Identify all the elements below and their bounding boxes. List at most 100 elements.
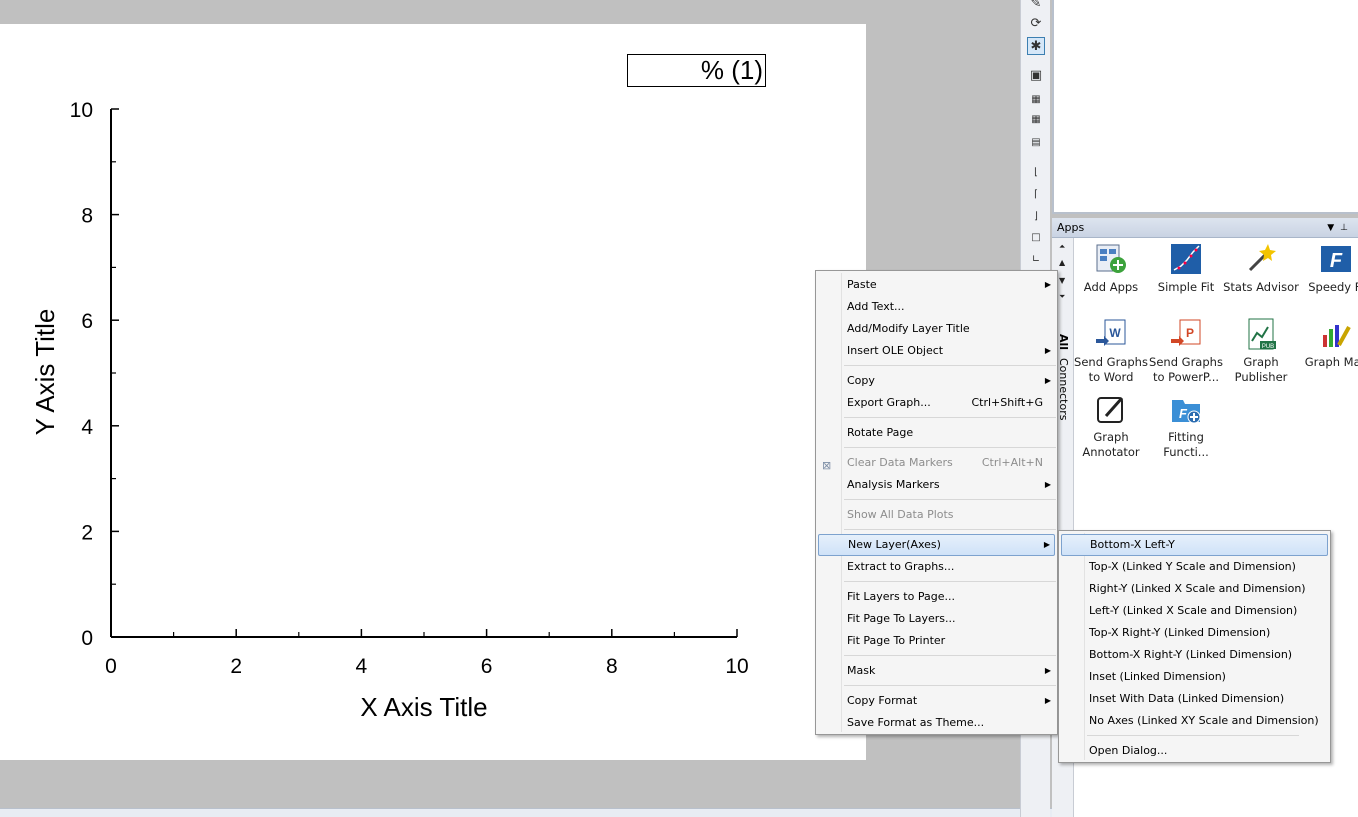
app-label: Send Graphs: [1149, 355, 1223, 369]
y-tick-label: 0: [81, 627, 93, 650]
tab-connectors[interactable]: Connectors: [1057, 357, 1070, 421]
menu-item-new-layer-axes[interactable]: New Layer(Axes) ▶: [818, 534, 1055, 556]
menu-item-save-format-as-theme[interactable]: Save Format as Theme...: [847, 716, 985, 729]
menu-item-add-text[interactable]: Add Text...: [847, 300, 905, 313]
graph-annotator-icon: [1094, 392, 1128, 426]
runner-icon[interactable]: ✱: [1027, 37, 1045, 55]
menu-item-fit-page-to-layers[interactable]: Fit Page To Layers...: [847, 612, 956, 625]
frame-top-icon[interactable]: ⌈: [1034, 188, 1038, 200]
new-layer-submenu: Bottom-X Left-Y Top-X (Linked Y Scale an…: [1058, 530, 1331, 763]
extract-icon[interactable]: ▤: [1031, 136, 1041, 148]
submenu-item-top-x[interactable]: Top-X (Linked Y Scale and Dimension): [1089, 560, 1296, 573]
submenu-item-inset[interactable]: Inset (Linked Dimension): [1089, 670, 1226, 683]
scroll-bottom-icon[interactable]: ⏷: [1059, 292, 1066, 301]
status-bar: [0, 808, 1358, 817]
word-icon: W: [1094, 317, 1128, 351]
menu-item-mask[interactable]: Mask ▶: [818, 660, 1055, 682]
graph-maker-icon: [1319, 317, 1353, 351]
menu-separator: [844, 365, 1056, 366]
submenu-item-bottom-x-left-y[interactable]: Bottom-X Left-Y: [1061, 534, 1328, 556]
scroll-up-icon[interactable]: ▲: [1059, 258, 1066, 267]
y-axis-title[interactable]: Y Axis Title: [30, 309, 60, 436]
menu-item-paste[interactable]: Paste ▶: [818, 274, 1055, 296]
app-label: Send Graphs: [1074, 355, 1148, 369]
frame-left-icon[interactable]: ⌊: [1034, 166, 1038, 178]
app-speedy-fit[interactable]: F Speedy Fi: [1298, 242, 1358, 295]
frame-right-icon[interactable]: ⌋: [1034, 210, 1038, 222]
merge-icon[interactable]: ▦: [1031, 93, 1041, 105]
y-tick-label: 4: [81, 416, 93, 439]
menu-separator: [844, 655, 1056, 656]
axes-group: 0 2 4 6 8 10 0 2 4 6 8 10: [70, 99, 749, 678]
x-tick-label: 0: [105, 655, 117, 678]
svg-text:F: F: [1330, 250, 1343, 272]
frame-box-icon[interactable]: □: [1031, 231, 1041, 243]
menu-item-analysis-markers[interactable]: Analysis Markers ▶: [818, 474, 1055, 496]
x-tick-label: 10: [725, 655, 748, 678]
apps-panel-title: Apps: [1057, 221, 1085, 234]
dropdown-icon[interactable]: ▼: [1327, 223, 1341, 233]
x-tick-label: 8: [606, 655, 618, 678]
submenu-item-left-y[interactable]: Left-Y (Linked X Scale and Dimension): [1089, 604, 1298, 617]
arrange-icon[interactable]: ▦: [1031, 113, 1041, 125]
menu-item-extract-to-graphs[interactable]: Extract to Graphs...: [847, 560, 955, 573]
submenu-item-bottom-x-right-y[interactable]: Bottom-X Right-Y (Linked Dimension): [1089, 648, 1293, 661]
clear-markers-icon: ⊠: [822, 459, 832, 472]
menu-item-clear-data-markers[interactable]: ⊠ Clear Data Markers Ctrl+Alt+N: [818, 452, 1055, 474]
app-send-graphs-powerpoint[interactable]: P Send Graphs to PowerP...: [1148, 317, 1224, 385]
submenu-arrow-icon: ▶: [1044, 666, 1051, 675]
scroll-down-icon[interactable]: ▼: [1059, 276, 1066, 285]
speedy-fit-icon: F: [1319, 242, 1353, 276]
edit-icon[interactable]: ✎: [1030, 0, 1042, 11]
submenu-item-open-dialog[interactable]: Open Dialog...: [1089, 744, 1168, 757]
app-label-2: to PowerP...: [1152, 370, 1220, 384]
menu-item-copy[interactable]: Copy ▶: [818, 370, 1055, 392]
add-apps-icon: [1094, 242, 1128, 276]
app-label: Simple Fit: [1157, 280, 1215, 294]
menu-item-fit-layers-to-page[interactable]: Fit Layers to Page...: [847, 590, 955, 603]
legend[interactable]: % (1): [627, 54, 766, 87]
menu-separator: [1087, 735, 1299, 736]
app-fitting-function[interactable]: F Fitting Functi...: [1148, 392, 1224, 460]
app-label: Add Apps: [1083, 280, 1139, 294]
app-graph-maker[interactable]: Graph Mak: [1298, 317, 1358, 370]
menu-item-rotate-page[interactable]: Rotate Page: [847, 426, 914, 439]
layer-icon[interactable]: ▣: [1029, 67, 1043, 83]
plot-layer[interactable]: 0 2 4 6 8 10 0 2 4 6 8 10 X Axis Title Y Axis Title: [0, 0, 1020, 808]
menu-separator: [844, 447, 1056, 448]
menu-item-copy-format[interactable]: Copy Format ▶: [818, 690, 1055, 712]
submenu-item-no-axes[interactable]: No Axes (Linked XY Scale and Dimension): [1089, 714, 1319, 727]
submenu-item-inset-with-data[interactable]: Inset With Data (Linked Dimension): [1089, 692, 1285, 705]
y-tick-label: 2: [81, 521, 93, 544]
app-graph-publisher[interactable]: PUB Graph Publisher: [1223, 317, 1299, 385]
pin-icon[interactable]: ⊥: [1340, 223, 1354, 233]
shortcut-label: Ctrl+Shift+G: [971, 396, 1043, 409]
svg-text:F: F: [1179, 406, 1188, 421]
x-axis-title[interactable]: X Axis Title: [360, 692, 487, 722]
submenu-arrow-icon: ▶: [1044, 480, 1051, 489]
app-graph-annotator[interactable]: Graph Annotator: [1073, 392, 1149, 460]
app-send-graphs-word[interactable]: W Send Graphs to Word: [1073, 317, 1149, 385]
menu-item-export-graph[interactable]: Export Graph... Ctrl+Shift+G: [818, 392, 1055, 414]
refresh-icon[interactable]: ⟳: [1030, 15, 1042, 31]
submenu-arrow-icon: ▶: [1044, 280, 1051, 289]
submenu-item-right-y[interactable]: Right-Y (Linked X Scale and Dimension): [1089, 582, 1306, 595]
x-tick-label: 6: [481, 655, 493, 678]
menu-item-add-modify-layer-title[interactable]: Add/Modify Layer Title: [847, 322, 970, 335]
x-tick-label: 4: [356, 655, 368, 678]
scroll-top-icon[interactable]: ⏶: [1059, 242, 1066, 251]
fitting-function-icon: F: [1169, 392, 1203, 426]
app-simple-fit[interactable]: Simple Fit: [1148, 242, 1224, 295]
submenu-item-top-x-right-y[interactable]: Top-X Right-Y (Linked Dimension): [1089, 626, 1271, 639]
shortcut-label: Ctrl+Alt+N: [981, 456, 1043, 469]
svg-text:PUB: PUB: [1262, 344, 1274, 350]
menu-item-show-all-data-plots[interactable]: Show All Data Plots: [847, 508, 954, 521]
menu-item-insert-ole-object[interactable]: Insert OLE Object ▶: [818, 340, 1055, 362]
frame-corner-icon[interactable]: ∟: [1031, 253, 1041, 265]
tab-all[interactable]: All: [1057, 334, 1070, 351]
app-add-apps[interactable]: Add Apps: [1073, 242, 1149, 295]
context-menu: Paste ▶ Add Text... Add/Modify Layer Titl…: [815, 270, 1058, 735]
menu-item-fit-page-to-printer[interactable]: Fit Page To Printer: [847, 634, 946, 647]
app-stats-advisor[interactable]: Stats Advisor: [1223, 242, 1299, 295]
app-label-2: Publisher: [1234, 370, 1288, 384]
